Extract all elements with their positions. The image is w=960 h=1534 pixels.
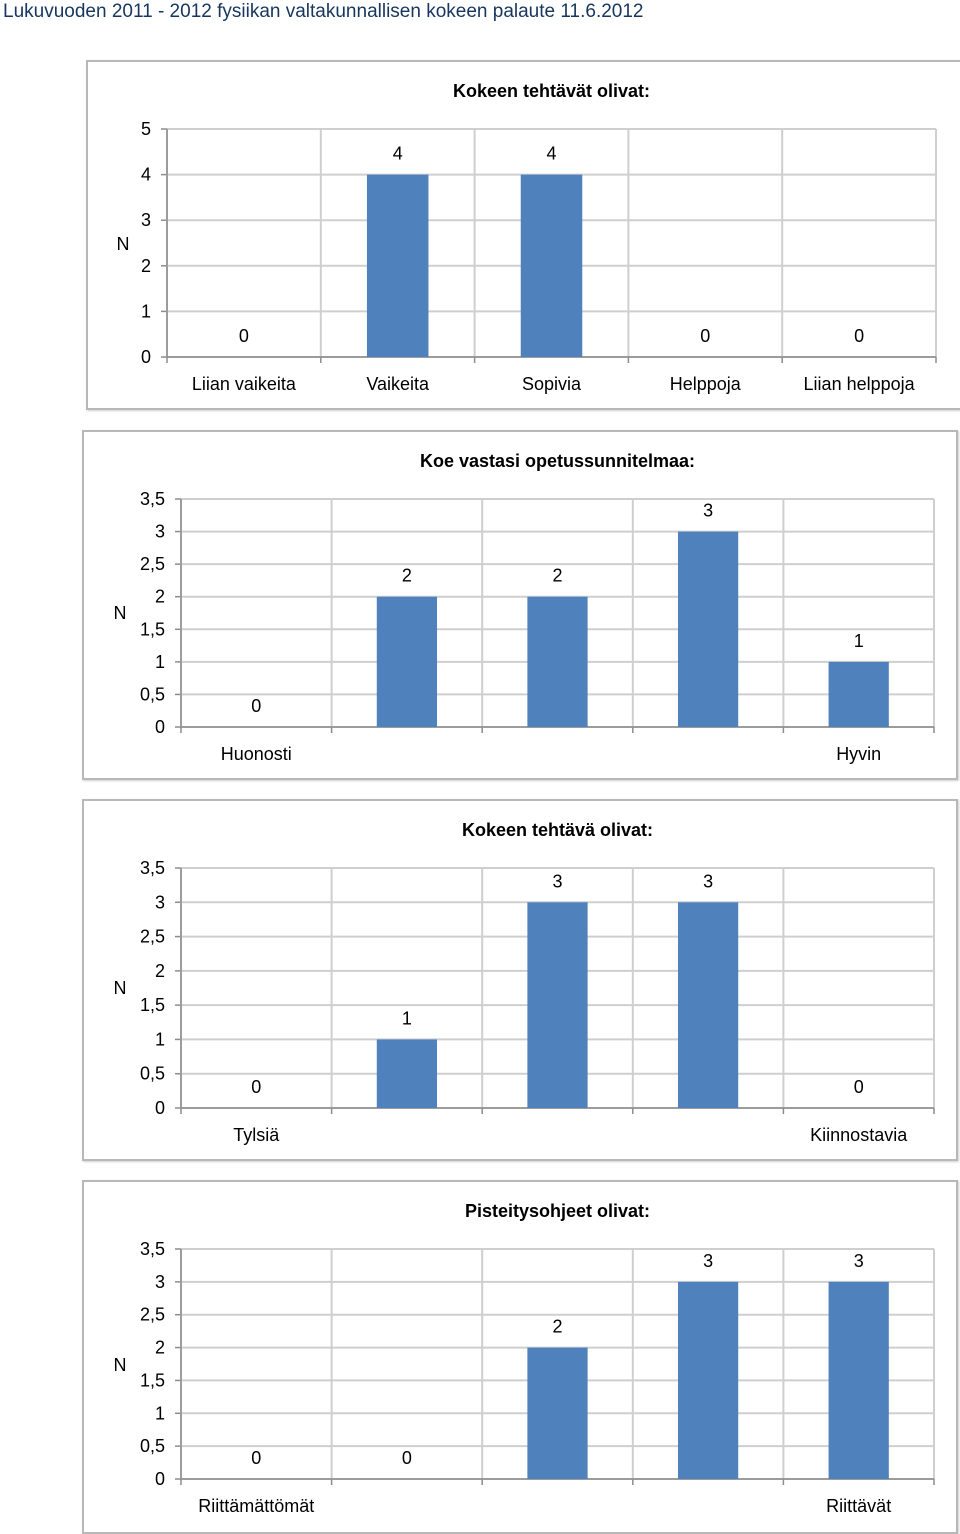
y-tick-label: 3: [155, 522, 165, 542]
chart-svg: Kokeen tehtävät olivat: 0 1 2 3 4 5 N 0 Liian vai…: [117, 81, 937, 394]
bar: [527, 1347, 588, 1479]
y-tick-label: 4: [141, 165, 151, 185]
category-label: Vaikeita: [366, 374, 430, 394]
bar: [828, 661, 889, 727]
chart-svg: Koe vastasi opetussunnitelmaa: 0 0,5 1 1,5 2 2…: [114, 451, 935, 764]
y-tick-label: 2,5: [140, 1305, 165, 1325]
data-label: 2: [552, 1317, 562, 1337]
y-tick-label: 0,5: [140, 1436, 165, 1456]
data-label: 0: [854, 326, 864, 346]
data-label: 1: [854, 631, 864, 651]
data-label: 0: [251, 1077, 261, 1097]
bar: [376, 596, 438, 727]
y-tick-label: 5: [141, 119, 151, 139]
bar: [677, 531, 739, 727]
data-label: 3: [552, 871, 562, 891]
y-tick-label: 1: [155, 1029, 165, 1049]
y-tick-label: 3,5: [140, 1239, 165, 1259]
y-axis-label: N: [114, 603, 127, 623]
y-tick-label: 1,5: [140, 1370, 165, 1390]
category-label: Sopivia: [522, 374, 582, 394]
bar: [677, 902, 739, 1108]
y-tick-label: 0: [155, 717, 165, 737]
data-label: 0: [700, 326, 710, 346]
data-label: 3: [703, 1251, 713, 1271]
chart-title: Kokeen tehtävä olivat:: [462, 820, 653, 840]
y-tick-label: 0,5: [140, 684, 165, 704]
y-tick-label: 2: [155, 961, 165, 981]
chart-task-difficulty: Kokeen tehtävät olivat: 0 1 2 3 4 5 N 0 Liian vai…: [86, 60, 960, 410]
category-label: Riittämättömät: [198, 1496, 314, 1516]
chart-title: Pisteitysohjeet olivat:: [465, 1201, 650, 1221]
y-tick-label: 3: [155, 1272, 165, 1292]
y-tick-label: 0: [155, 1098, 165, 1118]
data-label: 2: [552, 566, 562, 586]
bar: [376, 1039, 438, 1108]
category-label: Kiinnostavia: [810, 1125, 908, 1145]
data-label: 0: [854, 1077, 864, 1097]
data-label: 3: [703, 871, 713, 891]
category-label: Tylsiä: [233, 1125, 280, 1145]
y-tick-label: 1: [155, 652, 165, 672]
y-tick-label: 2: [141, 256, 151, 276]
y-axis-label: N: [114, 978, 127, 998]
y-tick-label: 2: [155, 587, 165, 607]
data-label: 1: [402, 1008, 412, 1028]
y-tick-label: 0,5: [140, 1064, 165, 1084]
category-label: Riittävät: [826, 1496, 891, 1516]
bar: [366, 174, 429, 357]
page-title: Lukuvuoden 2011 - 2012 fysiikan valtakun…: [3, 1, 644, 22]
y-tick-label: 0: [155, 1469, 165, 1489]
category-label: Helppoja: [670, 374, 742, 394]
y-tick-label: 1,5: [140, 619, 165, 639]
y-tick-label: 1,5: [140, 995, 165, 1015]
y-axis-label: N: [117, 234, 130, 254]
category-label: Hyvin: [836, 744, 881, 764]
category-label: Liian vaikeita: [192, 374, 297, 394]
y-tick-label: 2: [155, 1338, 165, 1358]
y-tick-label: 1: [141, 301, 151, 321]
data-label: 4: [393, 144, 403, 164]
y-tick-label: 2,5: [140, 927, 165, 947]
category-label: Huonosti: [221, 744, 292, 764]
data-label: 3: [854, 1251, 864, 1271]
data-label: 0: [239, 326, 249, 346]
chart-title: Koe vastasi opetussunnitelmaa:: [420, 451, 695, 471]
chart-title: Kokeen tehtävät olivat:: [453, 81, 650, 101]
data-label: 0: [402, 1448, 412, 1468]
y-tick-label: 3,5: [140, 489, 165, 509]
data-label: 3: [703, 501, 713, 521]
bar: [677, 1281, 739, 1479]
chart-scoring-guidelines: Pisteitysohjeet olivat: 0 0,5 1 1,5 2 2,5 3 3,5 N…: [82, 1180, 958, 1534]
bar: [527, 902, 588, 1108]
y-tick-label: 3: [155, 892, 165, 912]
chart-task-interest: Kokeen tehtävä olivat: 0 0,5 1 1,5 2 2,5 3 3,5 N 0…: [82, 799, 958, 1161]
data-label: 2: [402, 566, 412, 586]
bar: [828, 1281, 889, 1479]
chart-curriculum-fit: Koe vastasi opetussunnitelmaa: 0 0,5 1 1,5 2 2…: [82, 430, 958, 780]
y-tick-label: 3: [141, 210, 151, 230]
category-label: Liian helppoja: [804, 374, 916, 394]
data-label: 4: [546, 144, 556, 164]
chart-svg: Kokeen tehtävä olivat: 0 0,5 1 1,5 2 2,5 3 3,5 N 0…: [114, 820, 935, 1145]
y-tick-label: 0: [141, 347, 151, 367]
chart-svg: Pisteitysohjeet olivat: 0 0,5 1 1,5 2 2,5 3 3,5 N…: [114, 1201, 935, 1516]
y-tick-label: 2,5: [140, 554, 165, 574]
data-label: 0: [251, 696, 261, 716]
y-axis-label: N: [114, 1355, 127, 1375]
bar: [527, 596, 588, 727]
y-tick-label: 3,5: [140, 858, 165, 878]
bar: [520, 174, 583, 357]
data-label: 0: [251, 1448, 261, 1468]
y-tick-label: 1: [155, 1403, 165, 1423]
